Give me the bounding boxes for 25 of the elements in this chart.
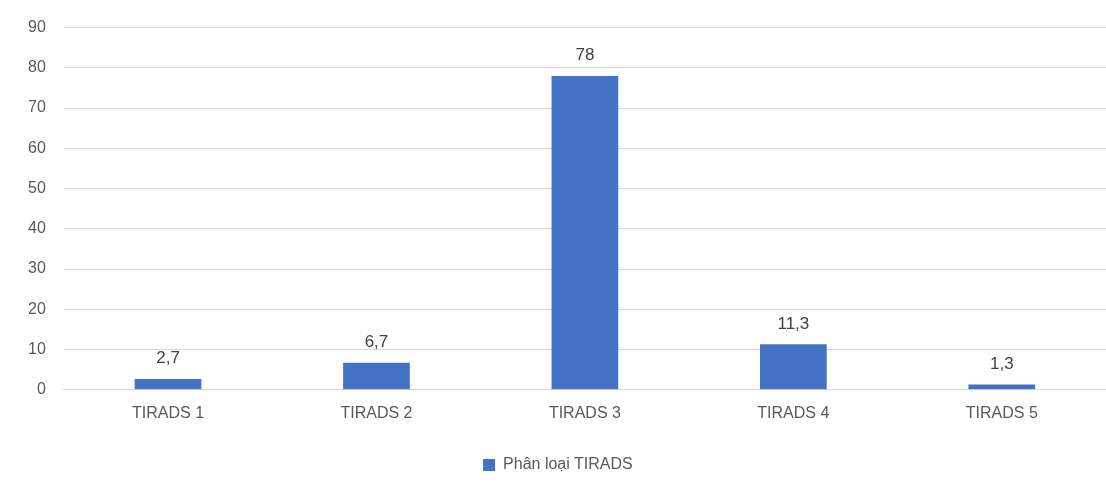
x-tick-label: TIRADS 3 [548, 403, 622, 421]
y-tick-label: 80 [28, 58, 46, 76]
y-tick-label: 30 [28, 259, 46, 277]
y-tick-label: 70 [28, 98, 46, 116]
data-label: 2,7 [156, 348, 180, 368]
y-tick-label: 60 [28, 138, 46, 156]
x-tick-label: TIRADS 5 [965, 403, 1038, 421]
y-tick-label: 0 [36, 380, 46, 398]
legend-label: Phân loại TIRADS [503, 455, 633, 473]
data-label: 78 [575, 45, 595, 65]
x-tick-label: TIRADS 4 [757, 403, 830, 421]
bar [759, 344, 827, 390]
y-tick-label: 10 [28, 339, 46, 357]
x-tick-label: TIRADS 1 [132, 403, 205, 421]
x-tick-label: TIRADS 2 [340, 403, 413, 421]
data-label: 11,3 [777, 313, 810, 333]
data-label: 6,7 [364, 332, 389, 352]
y-tick-label: 50 [28, 178, 46, 196]
bar [343, 362, 410, 390]
y-tick-label: 20 [28, 299, 46, 317]
bar [551, 75, 619, 390]
y-tick-label: 40 [28, 219, 46, 237]
y-tick-label: 90 [28, 18, 46, 36]
bar [134, 378, 202, 390]
data-label: 1,3 [989, 353, 1014, 373]
